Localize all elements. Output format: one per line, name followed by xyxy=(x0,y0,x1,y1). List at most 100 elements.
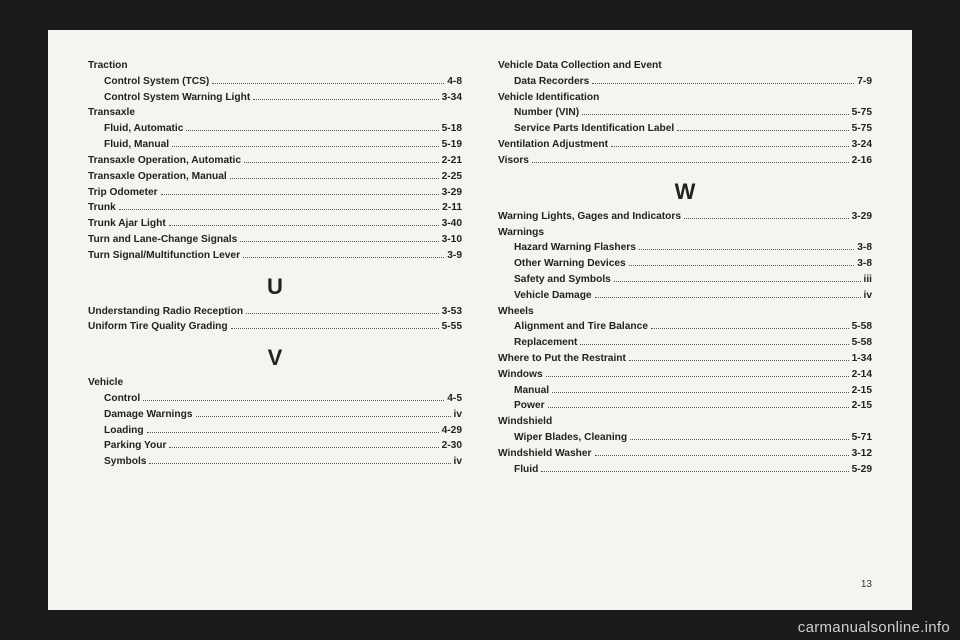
leader-dots xyxy=(196,416,451,417)
index-entry-page: 3-24 xyxy=(852,137,872,153)
index-entry: Control 4-5 xyxy=(88,391,462,407)
index-entry-label: Loading xyxy=(104,423,144,439)
leader-dots xyxy=(532,162,849,163)
index-entry-label: Manual xyxy=(514,383,549,399)
index-entry-label: Turn and Lane-Change Signals xyxy=(88,232,237,248)
leader-dots xyxy=(253,99,438,100)
index-entry-label: Warnings xyxy=(498,225,544,241)
index-page: TractionControl System (TCS)4-8Control S… xyxy=(48,30,912,610)
leader-dots xyxy=(592,83,854,84)
index-entry-label: Alignment and Tire Balance xyxy=(514,319,648,335)
index-entry-label: Service Parts Identification Label xyxy=(514,121,674,137)
leader-dots xyxy=(614,281,861,282)
index-entry: Transaxle Operation, Automatic2-21 xyxy=(88,153,462,169)
index-entry: Parking Your2-30 xyxy=(88,438,462,454)
index-entry: Transaxle Operation, Manual2-25 xyxy=(88,169,462,185)
leader-dots xyxy=(541,471,848,472)
index-entry-page: 2-15 xyxy=(852,398,872,414)
leader-dots xyxy=(629,265,855,266)
page-number: 13 xyxy=(88,579,872,590)
index-entry: Data Recorders 7-9 xyxy=(498,74,872,90)
index-entry-label: Trunk xyxy=(88,200,116,216)
index-entry-page: 3-8 xyxy=(857,240,872,256)
leader-dots xyxy=(240,241,438,242)
index-entry-page: 2-16 xyxy=(852,153,872,169)
index-entry: Vehicle Damageiv xyxy=(498,288,872,304)
index-entry-label: Windows xyxy=(498,367,543,383)
index-entry-page: 5-18 xyxy=(442,121,462,137)
index-entry: Warning Lights, Gages and Indicators3-29 xyxy=(498,209,872,225)
index-entry-label: Understanding Radio Reception xyxy=(88,304,243,320)
leader-dots xyxy=(243,257,444,258)
index-entry: Fluid, Automatic 5-18 xyxy=(88,121,462,137)
index-entry-page: 3-12 xyxy=(852,446,872,462)
index-entry-page: 2-14 xyxy=(852,367,872,383)
index-entry-label: Where to Put the Restraint xyxy=(498,351,626,367)
index-entry: Visors2-16 xyxy=(498,153,872,169)
leader-dots xyxy=(161,194,439,195)
index-entry: Replacement 5-58 xyxy=(498,335,872,351)
index-entry-label: Vehicle Data Collection and Event xyxy=(498,58,662,74)
index-entry-page: 2-30 xyxy=(442,438,462,454)
index-entry-page: 5-75 xyxy=(852,121,872,137)
index-entry-label: Symbols xyxy=(104,454,146,470)
index-entry-page: 4-5 xyxy=(447,391,462,407)
index-entry-label: Control xyxy=(104,391,140,407)
leader-dots xyxy=(611,146,849,147)
index-entry-page: 5-58 xyxy=(852,335,872,351)
leader-dots xyxy=(639,249,854,250)
leader-dots xyxy=(552,392,849,393)
index-entry-label: Ventilation Adjustment xyxy=(498,137,608,153)
index-entry: Vehicle Data Collection and Event xyxy=(498,58,872,74)
leader-dots xyxy=(169,447,438,448)
index-entry: Windows 2-14 xyxy=(498,367,872,383)
index-entry: Trip Odometer3-29 xyxy=(88,185,462,201)
index-entry: Damage Warningsiv xyxy=(88,407,462,423)
index-entry-page: 7-9 xyxy=(857,74,872,90)
index-entry-label: Replacement xyxy=(514,335,577,351)
leader-dots xyxy=(630,439,848,440)
leader-dots xyxy=(677,130,848,131)
index-entry-label: Vehicle Damage xyxy=(514,288,592,304)
index-entry-page: 5-19 xyxy=(442,137,462,153)
index-entry-label: Warning Lights, Gages and Indicators xyxy=(498,209,681,225)
index-entry-label: Wiper Blades, Cleaning xyxy=(514,430,627,446)
index-entry-label: Transaxle xyxy=(88,105,135,121)
index-entry-label: Traction xyxy=(88,58,128,74)
index-entry-label: Vehicle xyxy=(88,375,123,391)
index-entry: Traction xyxy=(88,58,462,74)
index-entry-label: Trunk Ajar Light xyxy=(88,216,166,232)
index-entry-label: Damage Warnings xyxy=(104,407,193,423)
index-entry-label: Transaxle Operation, Manual xyxy=(88,169,227,185)
index-entry-page: iv xyxy=(454,454,463,470)
index-entry-page: 4-29 xyxy=(442,423,462,439)
index-entry: Transaxle xyxy=(88,105,462,121)
index-entry: Manual2-15 xyxy=(498,383,872,399)
index-entry-label: Fluid, Manual xyxy=(104,137,169,153)
index-entry-page: 5-58 xyxy=(852,319,872,335)
index-entry-label: Data Recorders xyxy=(514,74,589,90)
index-entry: Warnings xyxy=(498,225,872,241)
index-entry-page: 3-8 xyxy=(857,256,872,272)
index-entry: Symbols iv xyxy=(88,454,462,470)
index-entry: Service Parts Identification Label 5-75 xyxy=(498,121,872,137)
index-entry: Fluid, Manual 5-19 xyxy=(88,137,462,153)
index-column-right: Vehicle Data Collection and EventData Re… xyxy=(498,58,872,575)
leader-dots xyxy=(172,146,439,147)
index-entry: Vehicle Identification xyxy=(498,90,872,106)
leader-dots xyxy=(595,297,861,298)
leader-dots xyxy=(684,218,849,219)
leader-dots xyxy=(548,407,849,408)
index-entry-label: Control System (TCS) xyxy=(104,74,209,90)
index-entry-label: Fluid, Automatic xyxy=(104,121,183,137)
index-entry: Windshield Washer3-12 xyxy=(498,446,872,462)
index-entry-page: 3-34 xyxy=(442,90,462,106)
section-letter: W xyxy=(498,179,872,205)
index-entry: Fluid5-29 xyxy=(498,462,872,478)
index-entry-label: Number (VIN) xyxy=(514,105,579,121)
index-entry: Turn Signal/Multifunction Lever3-9 xyxy=(88,248,462,264)
index-entry-page: 1-34 xyxy=(852,351,872,367)
index-entry: Control System (TCS)4-8 xyxy=(88,74,462,90)
index-entry-page: 3-40 xyxy=(442,216,462,232)
leader-dots xyxy=(149,463,450,464)
